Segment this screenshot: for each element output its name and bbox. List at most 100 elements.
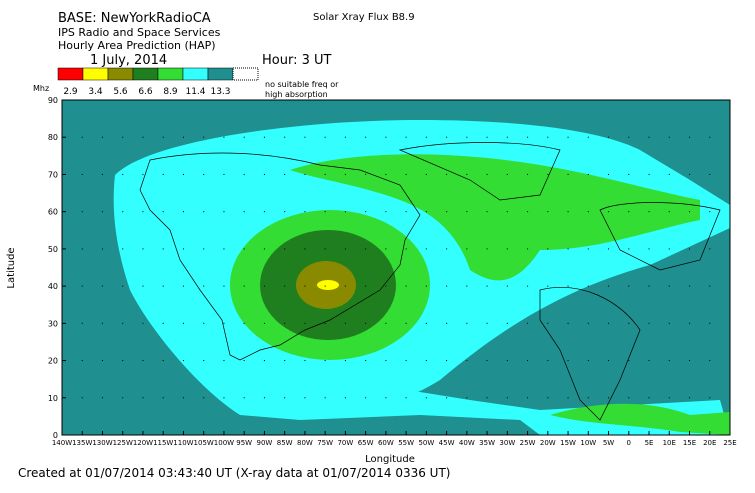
legend-swatch [207,67,234,81]
grid-dot [344,285,346,287]
grid-dot [223,397,225,399]
grid-dot [486,397,488,399]
grid-dot [709,211,711,213]
legend-label: 13.3 [210,87,230,97]
legend-label: 11.4 [185,87,205,97]
legend-swatch [132,67,159,81]
grid-dot [182,173,184,175]
grid-dot [344,397,346,399]
grid-dot [527,248,529,250]
grid-dot [648,360,650,362]
flux: Solar Xray Flux B8.9 [313,12,415,23]
grid-dot [425,173,427,175]
grid-dot [243,136,245,138]
grid-dot [142,360,144,362]
grid-dot [689,285,691,287]
grid-dot [263,397,265,399]
grid-dot [142,136,144,138]
green-region [290,154,700,281]
grid-dot [486,322,488,324]
x-tick-label: 10E [663,439,676,447]
grid-dot [182,322,184,324]
grid-dot [304,136,306,138]
grid-dot [628,322,630,324]
grid-dot [284,248,286,250]
x-tick-label: 0 [627,439,631,447]
grid-dot [365,285,367,287]
grid-dot [365,211,367,213]
yellow-region [317,280,339,290]
grid-dot [101,397,103,399]
grid-dot [608,136,610,138]
grid-dot [405,360,407,362]
grid-dot [81,360,83,362]
x-tick-label: 80W [297,439,313,447]
x-tick-label: 130W [92,439,112,447]
grid-dot [182,136,184,138]
y-tick-label: 10 [48,394,58,403]
grid-dot [587,360,589,362]
grid-dot [425,248,427,250]
grid-dot [405,285,407,287]
grid-dot [182,397,184,399]
grid-dot [689,322,691,324]
x-tick-label: 120W [133,439,153,447]
grid-dot [668,360,670,362]
grid-dot [608,285,610,287]
grid-dot [709,136,711,138]
grid-dot [162,136,164,138]
grid-dot [263,285,265,287]
grid-dot [648,397,650,399]
grid-dot [101,360,103,362]
grid-dot [506,285,508,287]
grid-dot [142,322,144,324]
grid-dot [304,211,306,213]
y-tick-label: 20 [48,357,58,366]
grid-dot [668,211,670,213]
grid-dot [243,397,245,399]
grid-dot [284,360,286,362]
grid-dot [101,248,103,250]
grid-dot [466,360,468,362]
grid-dot [628,211,630,213]
grid-dot [304,173,306,175]
grid-dot [324,322,326,324]
legend-unit: Mhz [33,84,49,93]
x-tick-label: 20E [703,439,716,447]
date: 1 July, 2014 [90,53,167,68]
grid-dot [567,322,569,324]
grid-dot [101,173,103,175]
grid-dot [284,397,286,399]
grid-dot [466,173,468,175]
grid-dot [547,211,549,213]
grid-dot [284,173,286,175]
grid-dot [203,360,205,362]
grid-dot [587,173,589,175]
grid-dot [466,248,468,250]
x-tick-label: 15E [683,439,696,447]
grid-dot [648,136,650,138]
grid-dot [365,136,367,138]
y-tick-label: 70 [48,170,58,179]
grid-dot [203,397,205,399]
grid-dot [527,360,529,362]
grid-dot [506,397,508,399]
grid-dot [446,322,448,324]
grid-dot [547,173,549,175]
map [62,100,730,435]
grid-dot [628,285,630,287]
grid-dot [425,285,427,287]
grid-dot [506,173,508,175]
grid-dot [81,285,83,287]
grid-dot [162,285,164,287]
grid-dot [547,397,549,399]
grid-dot [385,285,387,287]
x-tick-label: 5W [603,439,614,447]
grid-dot [405,248,407,250]
grid-dot [486,285,488,287]
grid-dot [567,248,569,250]
x-tick-label: 90W [257,439,273,447]
grid-dot [344,211,346,213]
org: IPS Radio and Space Services [58,26,221,39]
grid-dot [284,322,286,324]
